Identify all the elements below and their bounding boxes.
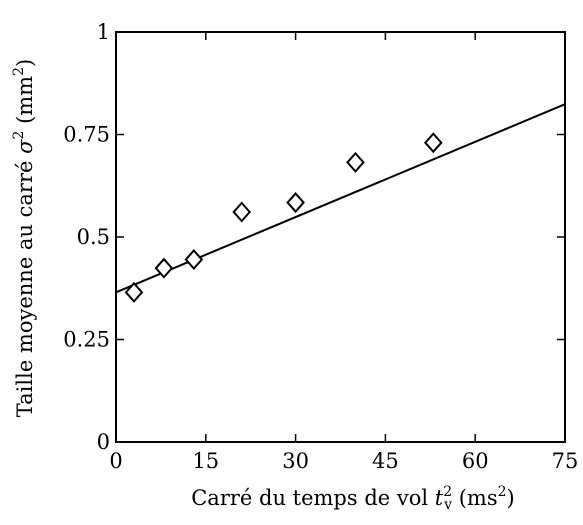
data-point	[232, 201, 252, 223]
x-axis-title: Carré du temps de vol t2 v (ms2)	[191, 484, 515, 513]
y-tick-label: 0.5	[77, 225, 110, 249]
y-tick-label: 0.25	[63, 328, 110, 352]
plot-area	[115, 31, 566, 443]
data-point	[423, 132, 443, 154]
x-tick-label: 0	[109, 449, 122, 473]
data-point	[184, 249, 204, 271]
data-point	[154, 257, 174, 279]
y-tick-label: 1	[97, 20, 110, 44]
y-axis-title: Taille moyenne au carré σ2 (mm2)	[11, 59, 37, 417]
fit-line	[115, 103, 566, 294]
y-tick-label: 0	[97, 430, 110, 454]
tick-labels: 0 15 30 45 60 75 0 0.25 0.5 0.75 1	[63, 20, 578, 473]
data-point	[346, 151, 365, 173]
data-point	[286, 192, 305, 214]
data-point	[124, 281, 144, 303]
x-tick-label: 60	[462, 449, 489, 473]
x-tick-label: 30	[282, 449, 309, 473]
x-tick-label: 15	[192, 449, 219, 473]
axis-ticks	[115, 31, 566, 443]
plot-frame	[115, 31, 566, 443]
x-tick-label: 75	[552, 449, 579, 473]
y-tick-label: 0.75	[63, 123, 110, 147]
x-tick-label: 45	[372, 449, 399, 473]
